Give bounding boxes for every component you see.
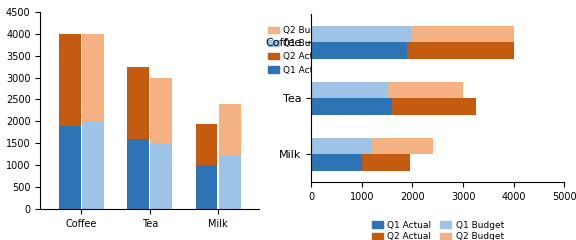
Bar: [362, 154, 410, 171]
Bar: [219, 156, 241, 209]
Bar: [311, 138, 372, 154]
Bar: [196, 124, 218, 165]
Bar: [387, 82, 463, 98]
Bar: [127, 67, 149, 139]
Bar: [311, 154, 362, 171]
Bar: [311, 26, 412, 42]
Legend: Q2 Budget, Q1 Budget, Q2 Actual, Q1 Actual: Q2 Budget, Q1 Budget, Q2 Actual, Q1 Actu…: [268, 26, 332, 75]
Bar: [372, 138, 433, 154]
Bar: [127, 139, 149, 209]
Bar: [392, 98, 476, 115]
Bar: [82, 34, 104, 121]
Bar: [311, 42, 407, 59]
Bar: [219, 104, 241, 156]
Bar: [59, 126, 81, 209]
Bar: [59, 34, 81, 126]
Bar: [82, 121, 104, 209]
Bar: [412, 26, 514, 42]
Bar: [196, 165, 218, 209]
Bar: [407, 42, 514, 59]
Bar: [311, 98, 392, 115]
Bar: [150, 78, 172, 143]
Bar: [150, 143, 172, 209]
Legend: Q1 Actual, Q2 Actual, Q1 Budget, Q2 Budget: Q1 Actual, Q2 Actual, Q1 Budget, Q2 Budg…: [368, 217, 507, 240]
Bar: [311, 82, 387, 98]
